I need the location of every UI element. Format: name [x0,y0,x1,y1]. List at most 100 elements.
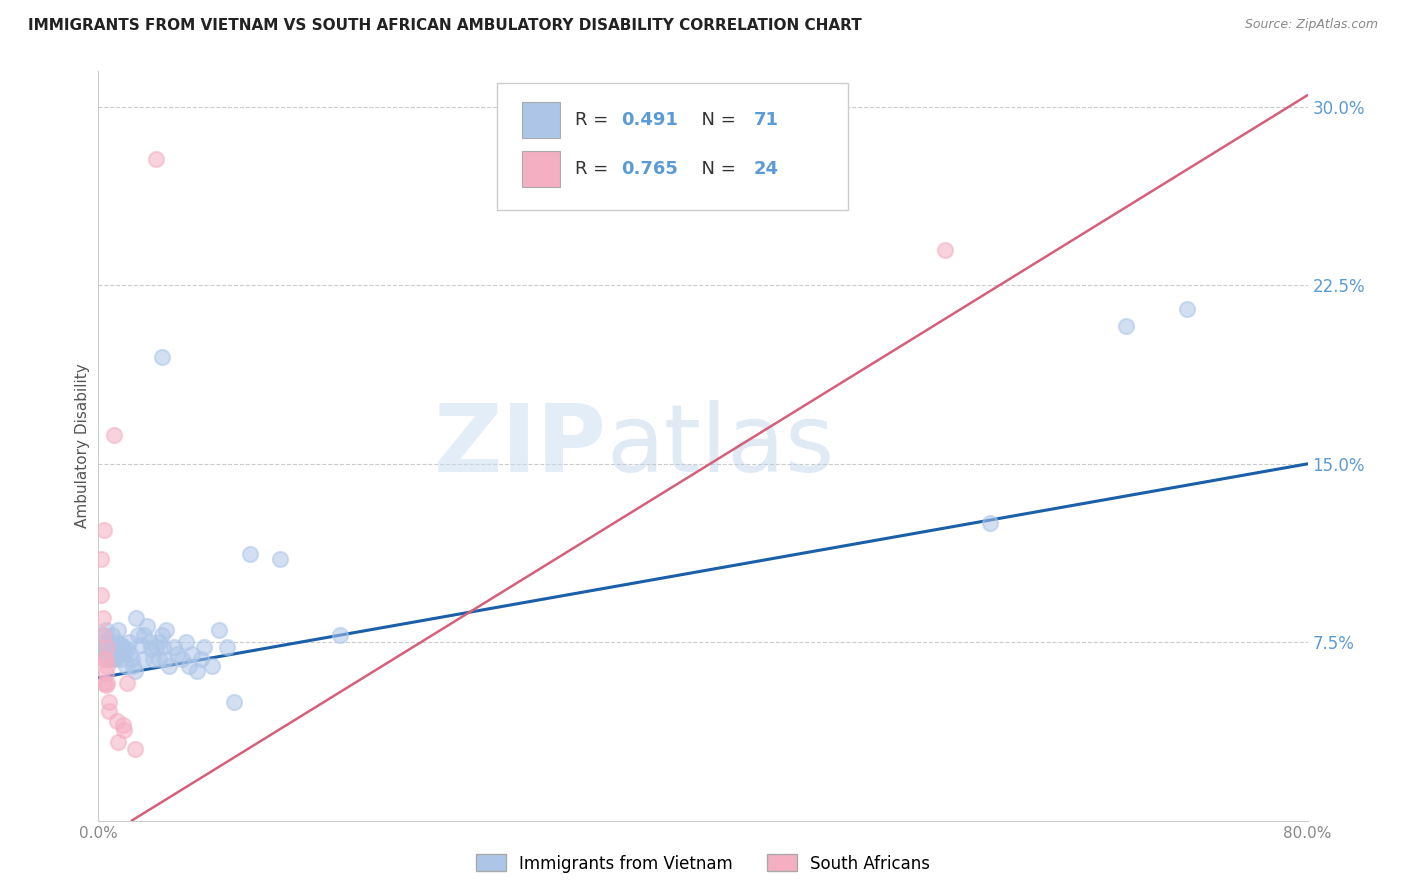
Point [979,516,1001,531]
Point [93,652,115,666]
Point [96,635,118,649]
Point [142,652,165,666]
Point [104,640,127,654]
Point [201,659,224,673]
Point [93,635,115,649]
Point [132,628,155,642]
Y-axis label: Ambulatory Disability: Ambulatory Disability [75,364,90,528]
Point [159,659,181,673]
Point [148,635,170,649]
Legend: Immigrants from Vietnam, South Africans: Immigrants from Vietnam, South Africans [470,847,936,880]
Point [90,588,112,602]
Point [91,611,114,625]
Point [150,628,173,642]
Point [132,652,155,666]
Point [98,695,121,709]
Point [135,618,157,632]
Point [174,635,197,649]
Point [120,647,142,661]
Point [141,642,163,657]
Text: 0.491: 0.491 [621,112,678,129]
Point [101,652,124,666]
Point [111,640,134,654]
Point [107,624,129,638]
FancyBboxPatch shape [522,102,561,138]
Point [934,243,956,257]
Point [115,675,138,690]
Point [91,628,114,642]
Point [124,664,146,678]
Point [1175,302,1198,317]
Text: 24: 24 [754,160,779,178]
Point [166,647,188,661]
Point [112,647,135,661]
Text: 0.765: 0.765 [621,160,678,178]
Point [181,647,204,661]
Point [1115,318,1137,333]
Text: 71: 71 [754,112,779,129]
Point [94,624,117,638]
Text: ZIP: ZIP [433,400,606,492]
Text: N =: N = [690,160,741,178]
Point [329,628,352,642]
Point [98,704,121,718]
Point [121,652,143,666]
Text: N =: N = [690,112,741,129]
Point [193,640,215,654]
Text: IMMIGRANTS FROM VIETNAM VS SOUTH AFRICAN AMBULATORY DISABILITY CORRELATION CHART: IMMIGRANTS FROM VIETNAM VS SOUTH AFRICAN… [28,18,862,33]
Point [96,659,118,673]
Point [110,638,132,652]
Point [93,675,115,690]
Point [170,652,193,666]
Text: R =: R = [575,112,614,129]
FancyBboxPatch shape [498,83,848,210]
Point [105,649,128,664]
Point [108,642,131,657]
Point [224,695,246,709]
Point [215,640,238,654]
Point [96,649,118,664]
Point [125,611,148,625]
Point [105,635,128,649]
Point [150,350,173,364]
Point [186,664,208,678]
Point [115,642,138,657]
Text: atlas: atlas [606,400,835,492]
Point [239,547,262,561]
Point [103,638,125,652]
Point [148,652,170,666]
Point [91,628,114,642]
Point [94,678,117,692]
Point [145,640,167,654]
Point [103,642,125,657]
Point [110,652,132,666]
Point [122,659,145,673]
Point [107,647,129,661]
Point [155,624,177,638]
Point [90,552,112,566]
Point [124,742,146,756]
Point [93,642,115,657]
Point [105,714,128,728]
Point [93,524,115,538]
Point [100,638,122,652]
Point [103,428,125,442]
Point [94,647,117,661]
Point [94,640,117,654]
Point [98,640,121,654]
Point [96,675,118,690]
Point [163,640,186,654]
Point [129,638,152,652]
Point [127,628,149,642]
Point [114,659,136,673]
Point [96,640,118,654]
Point [145,153,167,167]
Point [208,624,231,638]
Text: R =: R = [575,160,614,178]
Point [152,640,174,654]
Point [111,718,134,732]
Point [139,635,162,649]
Point [112,723,135,738]
Text: Source: ZipAtlas.com: Source: ZipAtlas.com [1244,18,1378,31]
Point [100,645,122,659]
